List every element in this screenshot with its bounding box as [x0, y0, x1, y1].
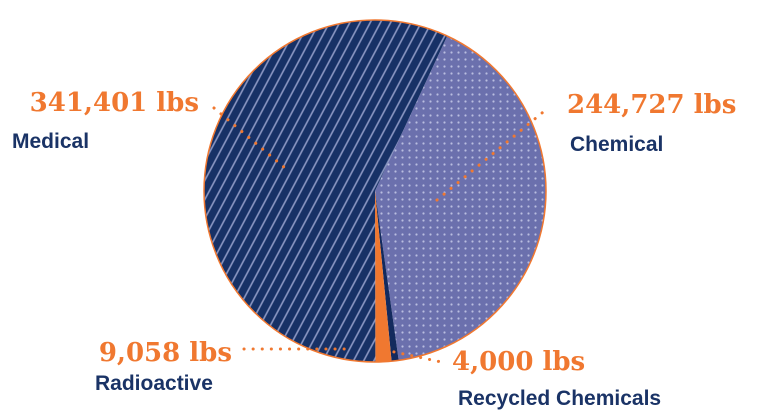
pie-slice-chemical: [375, 36, 547, 361]
value-label-chemical: 244,727 lbs: [567, 90, 736, 120]
pie-slice-medical: [204, 20, 448, 363]
pie-slice-recycled-chemicals: [375, 191, 399, 362]
pie-slice-radioactive: [375, 191, 392, 362]
category-label-medical: Medical: [12, 130, 89, 153]
leader-line-chemical: [435, 106, 550, 202]
value-label-medical: 341,401 lbs: [30, 88, 199, 118]
category-label-radioactive: Radioactive: [95, 372, 213, 395]
category-label-recycled-chemicals: Recycled Chemicals: [458, 387, 661, 410]
value-label-radioactive: 9,058 lbs: [99, 338, 232, 368]
leader-line-medical: [212, 106, 287, 170]
pie-outline: [203, 19, 547, 363]
category-label-chemical: Chemical: [570, 133, 663, 156]
value-label-recycled-chemicals: 4,000 lbs: [452, 347, 585, 377]
leader-line-recycled-chemicals: [383, 348, 448, 365]
